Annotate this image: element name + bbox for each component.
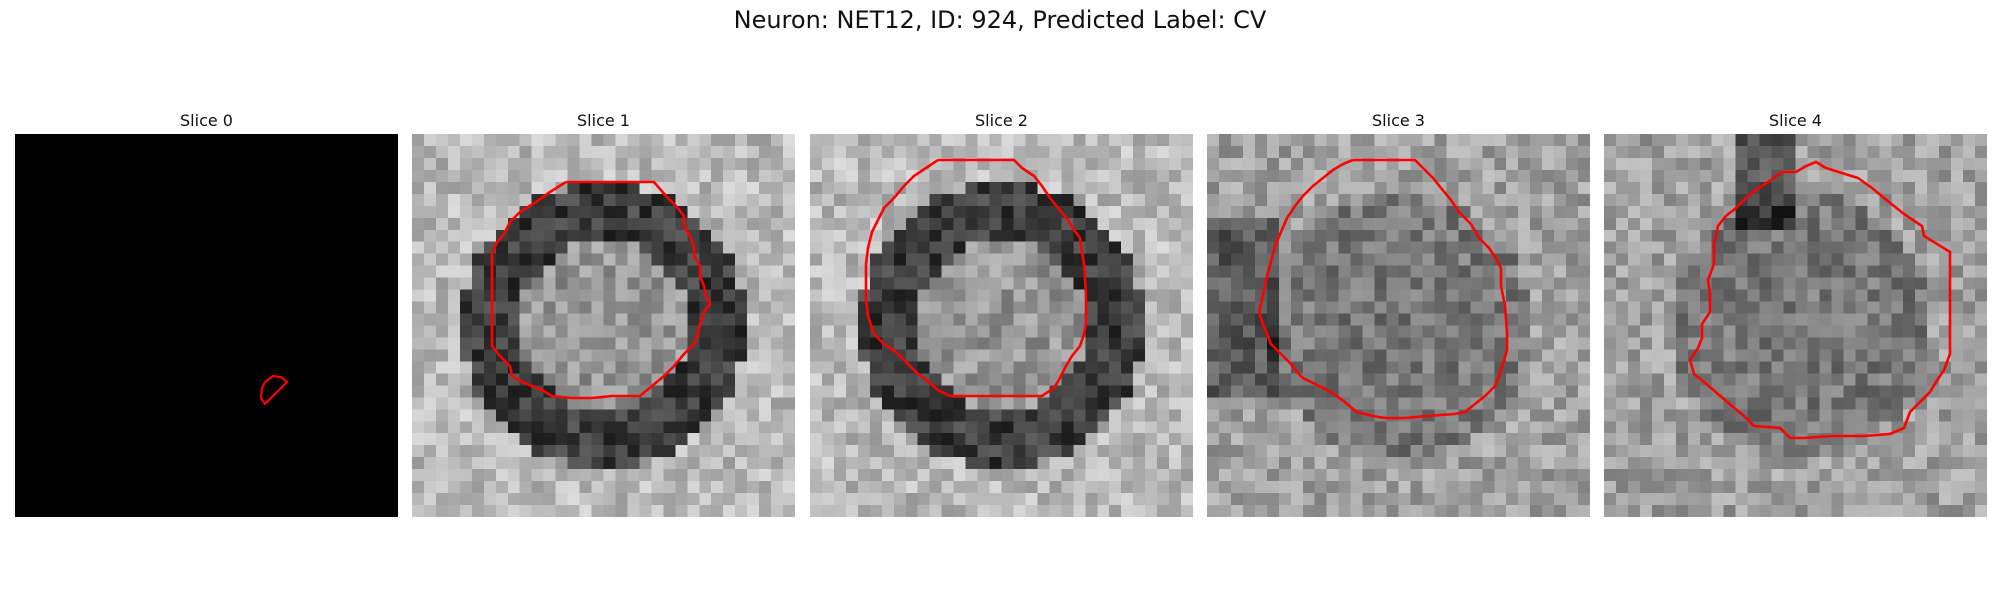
- slice-image: [1207, 134, 1590, 517]
- roi-contour: [490, 180, 712, 400]
- roi-contour: [1257, 158, 1509, 420]
- slice-title: Slice 1: [577, 111, 630, 130]
- slice-title: Slice 0: [180, 111, 233, 130]
- figure-title: Neuron: NET12, ID: 924, Predicted Label:…: [733, 6, 1267, 34]
- slice-panel-4: Slice 4: [1604, 108, 1987, 517]
- slice-image: [15, 134, 398, 517]
- roi-contour: [1688, 160, 1952, 440]
- slice-image: [810, 134, 1193, 517]
- roi-contour: [259, 374, 289, 406]
- slice-title: Slice 4: [1769, 111, 1822, 130]
- slice-panel-0: Slice 0: [15, 108, 398, 517]
- roi-contour: [864, 158, 1088, 398]
- slice-panel-2: Slice 2: [810, 108, 1193, 517]
- slice-image: [1604, 134, 1987, 517]
- slice-title: Slice 2: [975, 111, 1028, 130]
- slice-image: [412, 134, 795, 517]
- slice-panel-1: Slice 1: [412, 108, 795, 517]
- slice-panel-3: Slice 3: [1207, 108, 1590, 517]
- slice-title: Slice 3: [1372, 111, 1425, 130]
